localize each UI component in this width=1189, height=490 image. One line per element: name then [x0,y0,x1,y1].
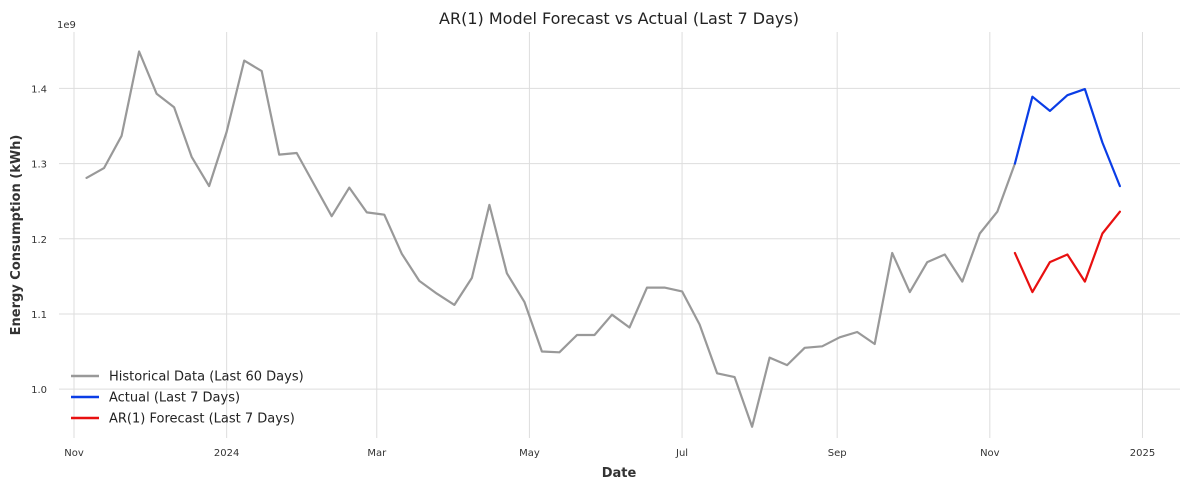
legend-label: Actual (Last 7 Days) [109,391,240,406]
x-tick-label: Mar [367,448,387,459]
legend: Historical Data (Last 60 Days) Actual (La… [71,370,304,427]
y-tick-label: 1.1 [31,310,47,321]
y-tick-label: 1.2 [31,235,47,246]
x-axis-ticks: Nov 2024 Mar May Jul Sep Nov 2025 [64,448,1155,459]
gridlines [59,32,1180,438]
x-tick-label: Nov [64,448,84,459]
series-line [1013,210,1122,294]
series-line [1013,87,1122,188]
x-axis-label: Date [602,466,637,481]
x-tick-label: 2025 [1130,448,1155,459]
y-multiplier-label: 1e9 [57,20,76,31]
y-axis-ticks: 1.0 1.1 1.2 1.3 1.4 [31,84,47,396]
y-tick-label: 1.4 [31,84,47,95]
legend-label: AR(1) Forecast (Last 7 Days) [109,412,295,427]
y-tick-label: 1.0 [31,385,47,396]
series-lines [85,50,1122,428]
x-tick-label: Nov [980,448,1000,459]
series-line [85,50,1017,428]
x-tick-label: Jul [675,448,688,459]
legend-label: Historical Data (Last 60 Days) [109,370,304,385]
y-axis-label: Energy Consumption (kWh) [9,135,24,336]
x-tick-label: May [519,448,540,459]
x-tick-label: 2024 [214,448,239,459]
chart-title: AR(1) Model Forecast vs Actual (Last 7 D… [439,9,799,28]
x-tick-label: Sep [828,448,847,459]
y-tick-label: 1.3 [31,160,47,171]
